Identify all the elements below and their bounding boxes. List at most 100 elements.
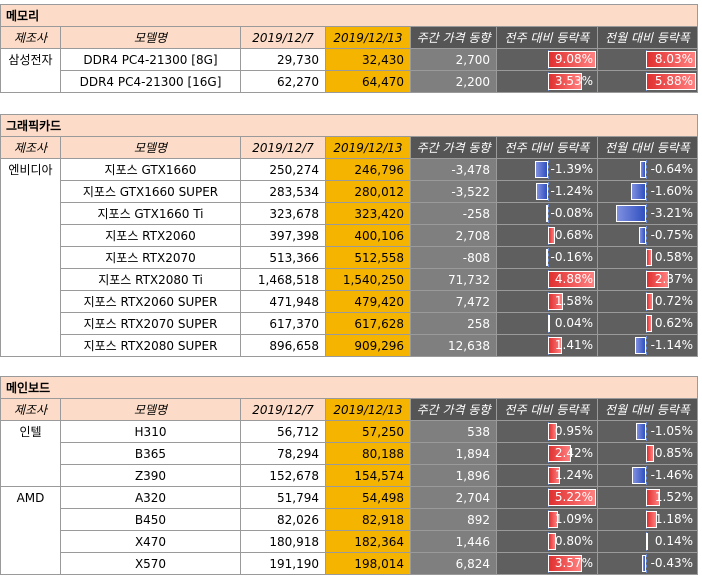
- section-title-row: 메모리: [0, 4, 699, 27]
- header-monthly-rate: 전월 대비 등락폭: [596, 26, 699, 49]
- maker-cell: [0, 508, 61, 531]
- maker-cell: [0, 442, 61, 465]
- old-price-cell: 397,398: [240, 224, 326, 247]
- header-model: 모델명: [60, 398, 241, 421]
- monthly-rate-axis: [646, 422, 647, 441]
- weekly-rate-bar: [548, 555, 582, 572]
- weekly-rate-bar: [548, 511, 558, 528]
- trend-cell: 258: [410, 312, 497, 335]
- model-cell: DDR4 PC4-21300 [16G]: [60, 70, 241, 93]
- monthly-rate-axis: [646, 466, 647, 485]
- table-row: 지포스 GTX1660 SUPER 283,534 280,012 -3,522 -1.…: [0, 180, 699, 203]
- trend-cell: 1,446: [410, 530, 497, 553]
- monthly-rate-cell: 8.03%: [596, 48, 699, 71]
- old-price-cell: 191,190: [240, 552, 326, 575]
- monthly-rate-cell: -1.14%: [596, 334, 699, 357]
- maker-cell: [0, 70, 61, 93]
- monthly-rate-cell: -1.60%: [596, 180, 699, 203]
- monthly-rate-value: 0.58%: [654, 250, 694, 264]
- section-title: 메모리: [0, 4, 699, 27]
- new-price-cell: 400,106: [325, 224, 411, 247]
- model-cell: 지포스 RTX2080 Ti: [60, 268, 241, 291]
- section-title-row: 그래픽카드: [0, 114, 699, 137]
- weekly-rate-bar-area: 0.04%: [498, 314, 597, 334]
- trend-cell: 538: [410, 420, 497, 443]
- trend-cell: 6,824: [410, 552, 497, 575]
- old-price-cell: 471,948: [240, 290, 326, 313]
- weekly-rate-cell: 4.88%: [496, 268, 598, 291]
- trend-cell: 1,894: [410, 442, 497, 465]
- monthly-rate-value: 0.62%: [654, 316, 694, 330]
- monthly-rate-bar: [646, 533, 648, 550]
- weekly-rate-bar: [548, 445, 571, 462]
- old-price-cell: 56,712: [240, 420, 326, 443]
- monthly-rate-bar: [646, 73, 696, 90]
- table-row: 인텔 H310 56,712 57,250 538 0.95% -1.05%: [0, 420, 699, 443]
- header-weekly-rate: 전주 대비 등락폭: [496, 136, 598, 159]
- new-price-cell: 246,796: [325, 158, 411, 181]
- weekly-rate-axis: [548, 248, 549, 267]
- weekly-rate-value: 4.88%: [554, 272, 593, 286]
- weekly-rate-value: 1.41%: [554, 338, 593, 352]
- header-monthly-rate: 전월 대비 등락폭: [596, 136, 699, 159]
- header-weekly-rate: 전주 대비 등락폭: [496, 398, 598, 421]
- maker-cell: [0, 312, 61, 335]
- monthly-rate-bar-area: 0.62%: [599, 314, 697, 334]
- weekly-rate-bar: [546, 249, 548, 266]
- maker-cell: [0, 530, 61, 553]
- monthly-rate-cell: -0.43%: [596, 552, 699, 575]
- weekly-rate-cell: 1.24%: [496, 464, 598, 487]
- monthly-rate-bar-area: -1.46%: [599, 466, 697, 486]
- monthly-rate-axis: [646, 204, 647, 223]
- weekly-rate-bar-area: 2.42%: [498, 444, 597, 464]
- weekly-rate-bar: [548, 227, 555, 244]
- weekly-rate-value: -1.39%: [550, 162, 593, 176]
- monthly-rate-bar: [646, 489, 660, 506]
- monthly-rate-cell: 1.52%: [596, 486, 699, 509]
- monthly-rate-bar: [632, 467, 646, 484]
- section-title: 그래픽카드: [0, 114, 699, 137]
- monthly-rate-value: -3.21%: [650, 206, 694, 220]
- old-price-cell: 62,270: [240, 70, 326, 93]
- monthly-rate-bar: [642, 555, 646, 572]
- section-title: 메인보드: [0, 376, 699, 399]
- model-cell: 지포스 GTX1660: [60, 158, 241, 181]
- section-1: 그래픽카드 제조사 모델명 2019/12/7 2019/12/13 주간 가격 동향 전주…: [0, 114, 699, 357]
- weekly-rate-bar: [548, 271, 595, 288]
- price-table: 그래픽카드 제조사 모델명 2019/12/7 2019/12/13 주간 가격 동향 전주…: [0, 114, 699, 357]
- maker-cell: [0, 202, 61, 225]
- weekly-rate-value: 1.09%: [554, 512, 593, 526]
- monthly-rate-bar-area: 8.03%: [599, 50, 697, 70]
- new-price-cell: 280,012: [325, 180, 411, 203]
- table-row: 엔비디아 지포스 GTX1660 250,274 246,796 -3,478 -1.39…: [0, 158, 699, 181]
- weekly-rate-bar: [548, 73, 582, 90]
- weekly-rate-bar-area: -1.24%: [498, 182, 597, 202]
- weekly-rate-value: 2.42%: [554, 446, 593, 460]
- monthly-rate-bar: [639, 227, 646, 244]
- trend-cell: 2,200: [410, 70, 497, 93]
- header-date-new: 2019/12/13: [325, 136, 411, 159]
- new-price-cell: 32,430: [325, 48, 411, 71]
- section-0: 메모리 제조사 모델명 2019/12/7 2019/12/13 주간 가격 동향 전주 대…: [0, 4, 699, 93]
- monthly-rate-cell: 0.14%: [596, 530, 699, 553]
- model-cell: B365: [60, 442, 241, 465]
- trend-cell: 892: [410, 508, 497, 531]
- model-cell: Z390: [60, 464, 241, 487]
- header-monthly-rate: 전월 대비 등락폭: [596, 398, 699, 421]
- new-price-cell: 512,558: [325, 246, 411, 269]
- old-price-cell: 283,534: [240, 180, 326, 203]
- weekly-rate-cell: 1.58%: [496, 290, 598, 313]
- maker-cell: [0, 224, 61, 247]
- weekly-rate-value: 1.24%: [554, 468, 593, 482]
- monthly-rate-bar: [646, 511, 657, 528]
- maker-cell: 엔비디아: [0, 158, 61, 181]
- weekly-rate-value: 1.58%: [554, 294, 593, 308]
- weekly-rate-bar: [548, 423, 557, 440]
- header-row: 제조사 모델명 2019/12/7 2019/12/13 주간 가격 동향 전주 대비 등…: [0, 136, 699, 159]
- monthly-rate-value: 8.03%: [654, 52, 694, 66]
- trend-cell: 7,472: [410, 290, 497, 313]
- maker-cell: AMD: [0, 486, 61, 509]
- weekly-rate-value: 0.68%: [554, 228, 593, 242]
- monthly-rate-value: 1.18%: [654, 512, 694, 526]
- model-cell: B450: [60, 508, 241, 531]
